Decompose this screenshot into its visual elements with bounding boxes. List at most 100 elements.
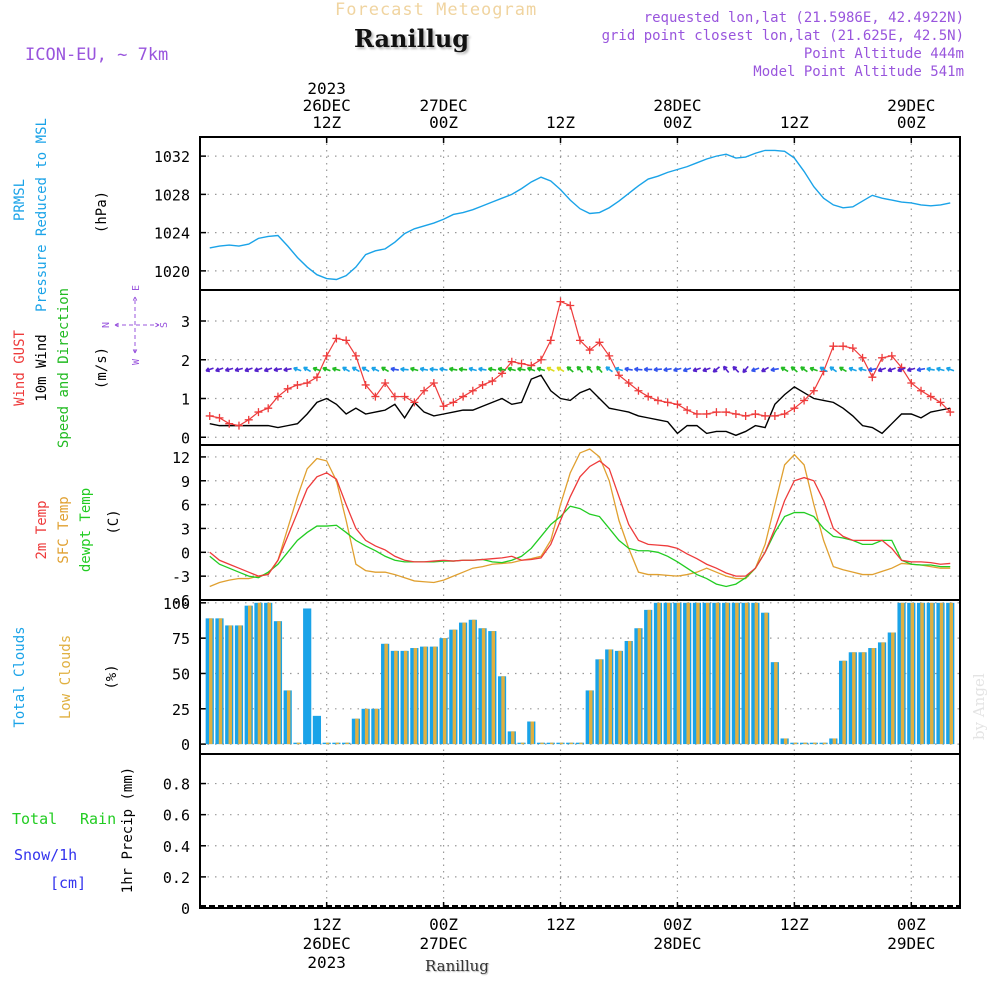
low-clouds-bar bbox=[715, 602, 720, 745]
low-clouds-bar bbox=[949, 602, 953, 745]
wind-gust-marker bbox=[731, 410, 740, 418]
wind-direction-arrow bbox=[887, 367, 896, 373]
wind-gust-marker bbox=[546, 336, 555, 345]
wind-gust-marker bbox=[205, 411, 214, 420]
low-clouds-bar bbox=[296, 742, 301, 745]
wind-gust-marker bbox=[449, 398, 458, 407]
wind-direction-arrow bbox=[361, 366, 370, 373]
wind-direction-arrow bbox=[205, 367, 214, 373]
wind-direction-arrow bbox=[761, 366, 770, 373]
low-clouds-bar bbox=[852, 652, 856, 745]
wind-gust-marker bbox=[351, 351, 360, 360]
wind-direction-arrow bbox=[770, 366, 779, 373]
temp-tick-label: 6 bbox=[181, 497, 190, 515]
footer-location: Ranillug bbox=[425, 957, 489, 975]
wind-gust-marker bbox=[887, 351, 896, 360]
wind-gust-marker bbox=[371, 392, 380, 401]
wind-gust-marker bbox=[478, 380, 487, 389]
wind-gust-marker bbox=[410, 398, 419, 407]
low-clouds-bar bbox=[501, 676, 505, 745]
wind-gust-marker bbox=[946, 408, 955, 417]
low-clouds-bar bbox=[218, 618, 223, 745]
wind-direction-arrow bbox=[293, 366, 302, 372]
low-clouds-bar bbox=[589, 690, 593, 745]
wind-gust-marker bbox=[468, 386, 477, 395]
wind-direction-arrow bbox=[596, 365, 603, 374]
wind-tick-label: 1 bbox=[181, 391, 190, 409]
top-time-label: 28DEC bbox=[653, 96, 701, 115]
top-time-label: 26DEC bbox=[303, 96, 351, 115]
wind-gust-title: Wind GUST bbox=[12, 330, 28, 406]
low-clouds-bar bbox=[481, 628, 486, 745]
wind-gust-marker bbox=[722, 408, 731, 417]
wind-tick-label: 0 bbox=[181, 429, 190, 447]
wind-tick-label: 3 bbox=[181, 313, 190, 331]
wind-gust-marker bbox=[809, 386, 818, 395]
wind-direction-arrow bbox=[614, 366, 624, 372]
clouds-unit: (%) bbox=[104, 664, 120, 689]
low-clouds-bar bbox=[627, 640, 632, 745]
low-clouds-bar bbox=[735, 602, 739, 745]
wind-gust-marker bbox=[624, 379, 633, 387]
precip-snow-title: Snow/1h bbox=[14, 846, 77, 864]
model-altitude: Model Point Altitude 541m bbox=[753, 64, 964, 80]
low-clouds-bar bbox=[813, 742, 817, 745]
wind-gust-marker bbox=[381, 379, 390, 387]
wind-gust-marker bbox=[751, 410, 760, 418]
wind-direction-arrow bbox=[507, 366, 516, 372]
wind-direction-arrow bbox=[263, 367, 273, 373]
low-clouds-bar bbox=[462, 622, 466, 745]
wind-gust-marker bbox=[829, 342, 838, 351]
wind-direction-arrow bbox=[468, 366, 477, 372]
low-clouds-bar bbox=[832, 738, 837, 745]
wind-gust-marker bbox=[283, 384, 292, 393]
temp-tick-label: -3 bbox=[172, 568, 190, 586]
wind-gust-marker bbox=[303, 379, 312, 387]
wind-gust-marker bbox=[459, 392, 468, 401]
wind-direction-arrow bbox=[556, 366, 565, 373]
top-time-label: 29DEC bbox=[887, 96, 935, 115]
wind-direction-arrow bbox=[624, 366, 633, 372]
wind-gust-line bbox=[209, 300, 951, 427]
wind-gust-marker bbox=[273, 392, 282, 401]
temp-dewpt-line bbox=[209, 505, 951, 588]
wind-direction-arrow bbox=[322, 366, 331, 372]
wind-direction-arrow bbox=[829, 366, 838, 373]
wind-direction-arrow bbox=[419, 366, 429, 372]
total-clouds-title: Total Clouds bbox=[12, 626, 28, 727]
wind-direction-arrow bbox=[819, 366, 828, 373]
wind-direction-arrow bbox=[478, 366, 487, 372]
low-clouds-bar bbox=[725, 602, 729, 745]
low-clouds-bar bbox=[783, 738, 788, 745]
wind-direction-arrow bbox=[312, 366, 321, 372]
wind-gust-marker bbox=[215, 413, 224, 422]
wind-direction-arrow bbox=[916, 366, 926, 373]
low-clouds-bar bbox=[842, 660, 846, 745]
low-clouds-bar bbox=[705, 602, 710, 745]
temp-tick-label: 12 bbox=[172, 449, 190, 467]
low-clouds-bar bbox=[910, 602, 915, 745]
wind-gust-marker bbox=[605, 351, 614, 360]
wind-direction-arrow bbox=[742, 365, 749, 374]
low-clouds-bar bbox=[657, 602, 661, 745]
temp-dewpt-title: dewpt Temp bbox=[78, 488, 94, 572]
wind-direction-arrow bbox=[517, 366, 526, 372]
top-time-label: 00Z bbox=[897, 113, 926, 132]
pressure-line bbox=[209, 149, 951, 281]
low-clouds-bar bbox=[442, 638, 447, 745]
wind-direction-arrow bbox=[439, 366, 448, 372]
low-clouds-bar bbox=[530, 721, 535, 745]
point-altitude: Point Altitude 444m bbox=[803, 46, 964, 62]
top-time-label: 00Z bbox=[663, 113, 692, 132]
bottom-time-label: 00Z bbox=[663, 915, 692, 934]
compass-west: W bbox=[131, 358, 142, 365]
top-time-label: 2023 bbox=[307, 79, 346, 98]
wind-gust-marker bbox=[712, 408, 721, 417]
wind-direction-arrow bbox=[244, 367, 253, 373]
temp-2m-title: 2m Temp bbox=[34, 500, 50, 559]
wind-direction-arrow bbox=[390, 366, 399, 372]
clouds-tick-label: 0 bbox=[181, 736, 190, 754]
wind-direction-arrow bbox=[497, 366, 507, 372]
wind-direction-arrow bbox=[409, 366, 419, 372]
pressure-unit: (hPa) bbox=[94, 191, 110, 233]
